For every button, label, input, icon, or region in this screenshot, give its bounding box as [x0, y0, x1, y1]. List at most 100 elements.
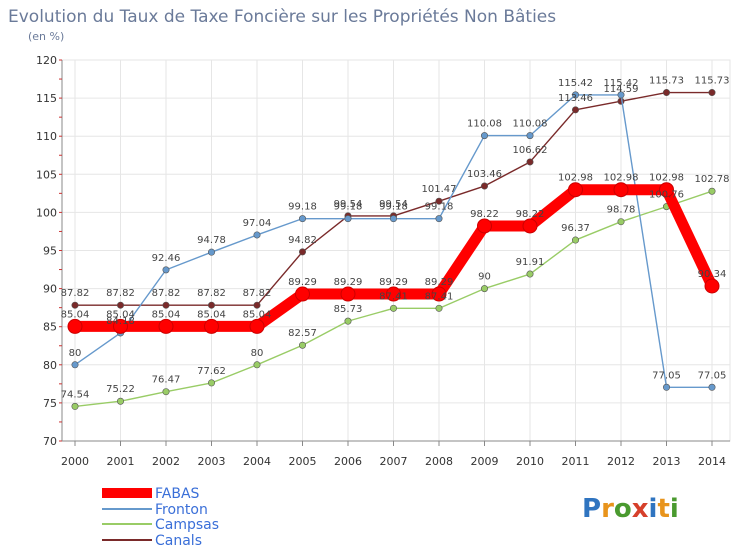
- data-label-fronton: 80: [69, 348, 82, 359]
- point-fabas: [67, 318, 83, 334]
- y-tick-label: 70: [43, 435, 57, 448]
- data-label-canals: 94.82: [288, 235, 317, 246]
- y-tick-label: 75: [43, 397, 57, 410]
- data-label-fabas: 102.98: [604, 173, 639, 184]
- data-label-fronton: 84.18: [106, 316, 135, 327]
- logo-text: Proxiti: [582, 494, 679, 524]
- series: [67, 89, 720, 410]
- data-label-canals: 113.46: [558, 93, 593, 104]
- x-tick-label: 2014: [698, 455, 726, 468]
- point-canals: [526, 158, 534, 166]
- proxiti-logo: Proxiti: [582, 494, 679, 524]
- logo-letter: P: [582, 494, 601, 524]
- data-label-campsas: 98.78: [607, 205, 636, 216]
- data-label-campsas: 80: [251, 348, 264, 359]
- point-canals: [117, 301, 125, 309]
- point-canals: [571, 106, 579, 114]
- point-fronton: [571, 91, 579, 99]
- point-campsas: [344, 317, 352, 325]
- data-label-campsas: 100.76: [649, 190, 684, 201]
- point-fabas: [431, 286, 447, 302]
- point-fronton: [708, 383, 716, 391]
- point-fabas: [204, 318, 219, 334]
- point-canals: [708, 89, 716, 97]
- y-tick-label: 90: [43, 283, 57, 296]
- data-label-fabas: 85.04: [243, 309, 272, 320]
- data-label-fronton: 77.05: [652, 370, 681, 381]
- data-label-fronton: 77.05: [698, 370, 727, 381]
- point-campsas: [617, 218, 625, 226]
- point-fronton: [162, 266, 170, 274]
- data-label-canals: 115.73: [695, 76, 730, 87]
- point-campsas: [708, 187, 716, 195]
- data-label-fabas: 98.22: [516, 209, 545, 220]
- x-tick-label: 2012: [607, 455, 635, 468]
- data-label-canals: 115.73: [649, 76, 684, 87]
- point-campsas: [298, 341, 306, 349]
- y-tick-label: 120: [36, 54, 57, 67]
- data-label-fabas: 89.29: [425, 277, 454, 288]
- data-label-canals: 87.82: [243, 288, 272, 299]
- data-label-fronton: 110.08: [513, 119, 548, 130]
- data-label-canals: 87.82: [197, 288, 226, 299]
- point-fabas: [113, 318, 128, 334]
- legend-label-canals: Canals: [155, 533, 202, 549]
- data-label-fronton: 99.18: [334, 202, 363, 213]
- point-campsas: [208, 379, 216, 387]
- y-tick-label: 105: [36, 168, 57, 181]
- data-label-fronton: 99.18: [425, 202, 454, 213]
- point-fabas: [659, 182, 674, 198]
- data-label-canals: 99.54: [379, 199, 408, 210]
- data-label-fabas: 90.34: [698, 269, 727, 280]
- x-tick-label: 2003: [198, 455, 226, 468]
- point-fabas: [249, 318, 265, 334]
- point-campsas: [162, 388, 170, 396]
- data-label-campsas: 77.62: [197, 366, 226, 377]
- point-fabas: [386, 286, 401, 302]
- point-fronton: [617, 91, 625, 99]
- point-campsas: [253, 361, 261, 369]
- data-label-campsas: 75.22: [106, 384, 135, 395]
- x-tick-label: 2010: [516, 455, 544, 468]
- point-canals: [71, 301, 79, 309]
- x-tick-label: 2006: [334, 455, 362, 468]
- data-label-campsas: 90: [478, 272, 491, 283]
- y-tick-label: 110: [36, 130, 57, 143]
- point-fronton: [435, 215, 443, 223]
- legend-label-fabas: FABAS: [155, 486, 200, 502]
- data-label-fronton: 92.46: [152, 253, 181, 264]
- point-fabas: [295, 286, 310, 302]
- point-fronton: [208, 248, 216, 256]
- chart-title: Evolution du Taux de Taxe Foncière sur l…: [8, 7, 556, 27]
- legend-label-fronton: Fronton: [155, 502, 208, 518]
- data-label-fronton: 99.18: [288, 202, 317, 213]
- data-labels: 85.04 85.04 85.04 85.04 85.04 89.29 89.29 89.29…: [61, 76, 730, 401]
- data-label-campsas: 102.78: [695, 174, 730, 185]
- point-fabas: [613, 182, 629, 198]
- y-tick-label: 100: [36, 206, 57, 219]
- x-tick-label: 2013: [653, 455, 681, 468]
- point-canals: [662, 89, 670, 97]
- data-label-canals: 87.82: [61, 288, 90, 299]
- x-tick-label: 2011: [562, 455, 590, 468]
- point-fronton: [71, 361, 79, 369]
- data-label-fronton: 115.42: [558, 78, 593, 89]
- chart-subtitle: (en %): [28, 30, 64, 43]
- point-campsas: [71, 402, 79, 410]
- data-label-campsas: 74.54: [61, 389, 90, 400]
- point-canals: [298, 248, 306, 256]
- data-label-fabas: 89.29: [379, 277, 408, 288]
- data-label-fronton: 115.42: [604, 78, 639, 89]
- logo-letter: t: [657, 494, 669, 524]
- x-tick-label: 2005: [289, 455, 317, 468]
- point-campsas: [389, 304, 397, 312]
- point-fabas: [477, 218, 492, 234]
- x-tick-label: 2002: [152, 455, 180, 468]
- x-tick-label: 2007: [380, 455, 408, 468]
- point-fronton: [389, 215, 397, 223]
- data-label-campsas: 91.91: [516, 257, 545, 268]
- point-fabas: [568, 182, 583, 198]
- data-label-canals: 101.47: [422, 184, 457, 195]
